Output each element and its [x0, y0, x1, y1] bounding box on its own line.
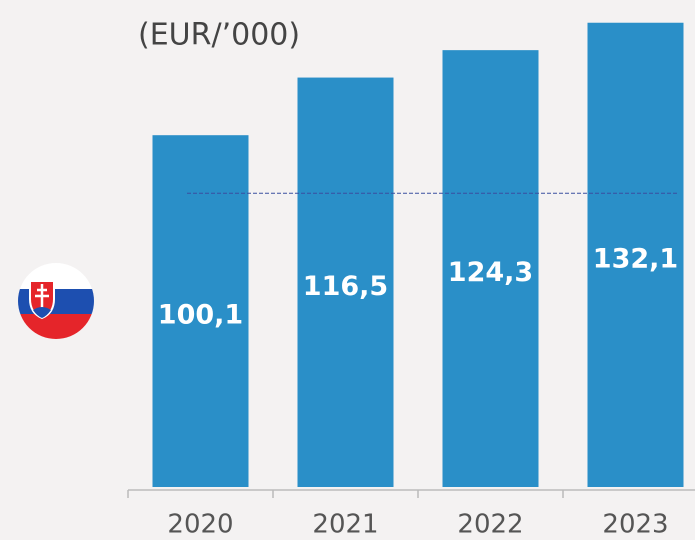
bar [442, 50, 539, 487]
value-label: 100,1 [158, 300, 243, 331]
x-tick-label: 2021 [312, 510, 378, 540]
bar [152, 135, 249, 487]
value-label: 132,1 [593, 243, 678, 274]
x-tick-label: 2020 [167, 510, 233, 540]
x-tick-label: 2023 [602, 510, 668, 540]
value-label: 124,3 [448, 257, 533, 288]
bar [587, 22, 684, 488]
x-tick-label: 2022 [457, 510, 523, 540]
chart-title: (EUR/’000) [138, 18, 300, 53]
value-label: 116,5 [303, 271, 388, 302]
bar [297, 77, 394, 488]
